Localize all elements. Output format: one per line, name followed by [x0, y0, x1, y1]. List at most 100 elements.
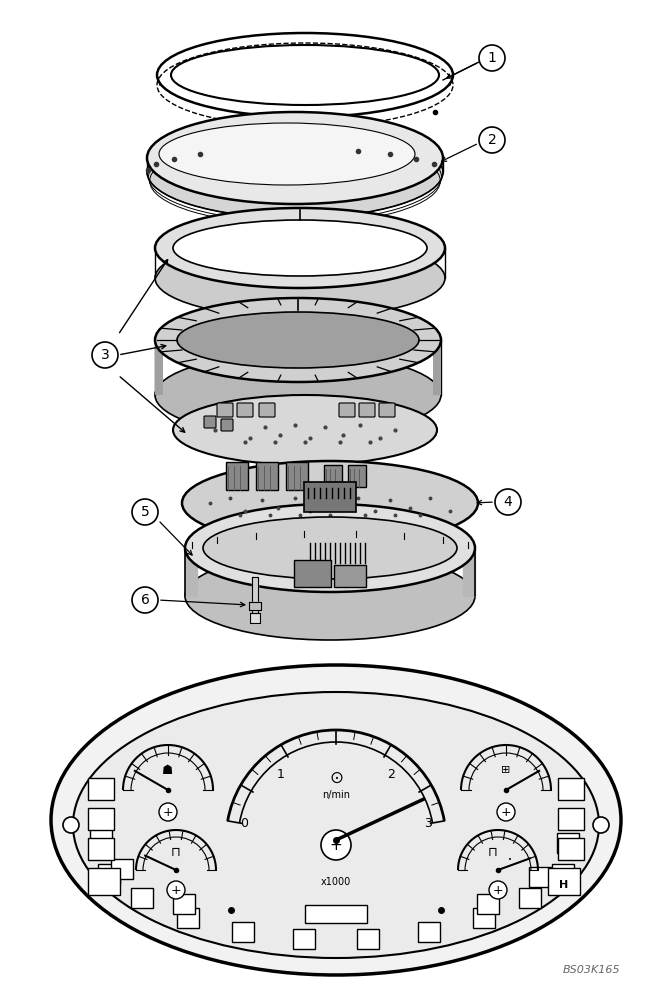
Ellipse shape: [185, 504, 475, 592]
Circle shape: [495, 489, 521, 515]
Text: 3: 3: [101, 348, 110, 362]
FancyBboxPatch shape: [221, 419, 233, 431]
FancyBboxPatch shape: [90, 824, 112, 844]
FancyBboxPatch shape: [473, 908, 495, 928]
Text: 1: 1: [488, 51, 497, 65]
FancyBboxPatch shape: [286, 462, 308, 490]
Circle shape: [159, 803, 177, 821]
Circle shape: [63, 817, 79, 833]
FancyBboxPatch shape: [88, 778, 114, 800]
Text: 5: 5: [140, 505, 149, 519]
Polygon shape: [463, 548, 475, 596]
Ellipse shape: [155, 353, 441, 437]
Text: 0: 0: [240, 817, 248, 830]
FancyBboxPatch shape: [88, 808, 114, 830]
Ellipse shape: [171, 45, 439, 105]
Text: n/min: n/min: [322, 790, 350, 800]
Polygon shape: [249, 602, 261, 610]
FancyBboxPatch shape: [88, 838, 114, 860]
Text: 1: 1: [277, 768, 285, 781]
Ellipse shape: [155, 208, 445, 288]
Text: ⊓: ⊓: [488, 846, 498, 858]
FancyBboxPatch shape: [558, 838, 584, 860]
Text: BS03K165: BS03K165: [562, 965, 620, 975]
Text: 4: 4: [503, 495, 512, 509]
FancyBboxPatch shape: [131, 888, 153, 908]
FancyBboxPatch shape: [237, 403, 253, 417]
Text: H: H: [559, 880, 569, 890]
FancyBboxPatch shape: [88, 868, 120, 895]
Ellipse shape: [173, 220, 427, 276]
FancyBboxPatch shape: [324, 465, 342, 487]
Text: ☗: ☗: [163, 764, 173, 776]
FancyBboxPatch shape: [259, 403, 275, 417]
FancyBboxPatch shape: [97, 864, 120, 884]
Ellipse shape: [182, 461, 478, 545]
Text: 2: 2: [488, 133, 497, 147]
Polygon shape: [155, 340, 163, 395]
FancyBboxPatch shape: [418, 922, 439, 942]
Circle shape: [321, 830, 351, 860]
Polygon shape: [250, 613, 260, 623]
Circle shape: [479, 127, 505, 153]
FancyBboxPatch shape: [305, 905, 367, 923]
Ellipse shape: [157, 33, 453, 117]
Text: •: •: [508, 857, 512, 863]
Text: x1000: x1000: [321, 877, 351, 887]
Circle shape: [593, 817, 609, 833]
Polygon shape: [433, 340, 441, 395]
FancyBboxPatch shape: [519, 888, 541, 908]
Text: 3: 3: [424, 817, 432, 830]
Ellipse shape: [185, 552, 475, 640]
FancyBboxPatch shape: [334, 565, 366, 587]
FancyBboxPatch shape: [294, 929, 315, 949]
Polygon shape: [252, 577, 258, 613]
FancyBboxPatch shape: [204, 416, 216, 428]
FancyBboxPatch shape: [558, 778, 584, 800]
Ellipse shape: [147, 126, 443, 218]
Ellipse shape: [173, 395, 437, 465]
Ellipse shape: [177, 312, 419, 368]
Circle shape: [167, 881, 185, 899]
Circle shape: [92, 342, 118, 368]
Text: ⊓: ⊓: [171, 846, 181, 858]
FancyBboxPatch shape: [226, 462, 248, 490]
FancyBboxPatch shape: [177, 908, 199, 928]
FancyBboxPatch shape: [111, 859, 133, 879]
FancyBboxPatch shape: [357, 929, 378, 949]
Text: +: +: [163, 806, 173, 818]
Circle shape: [132, 587, 158, 613]
FancyBboxPatch shape: [548, 868, 580, 895]
Ellipse shape: [73, 692, 599, 958]
Circle shape: [132, 499, 158, 525]
Text: +: +: [171, 884, 181, 896]
FancyBboxPatch shape: [294, 560, 331, 587]
FancyBboxPatch shape: [379, 403, 395, 417]
Text: +: +: [501, 806, 511, 818]
Text: +: +: [330, 838, 342, 852]
Text: 2: 2: [387, 768, 395, 781]
Ellipse shape: [155, 298, 441, 382]
Circle shape: [489, 881, 507, 899]
Ellipse shape: [159, 123, 415, 185]
FancyBboxPatch shape: [552, 864, 575, 884]
Polygon shape: [185, 548, 197, 596]
FancyBboxPatch shape: [530, 866, 552, 886]
FancyBboxPatch shape: [348, 465, 366, 487]
FancyBboxPatch shape: [339, 403, 355, 417]
FancyBboxPatch shape: [233, 922, 254, 942]
FancyBboxPatch shape: [256, 462, 278, 490]
Ellipse shape: [155, 238, 445, 318]
FancyBboxPatch shape: [558, 808, 584, 830]
Circle shape: [497, 803, 515, 821]
FancyBboxPatch shape: [173, 894, 196, 914]
Text: ⊞: ⊞: [501, 765, 511, 775]
Text: 6: 6: [140, 593, 149, 607]
Text: ⊙: ⊙: [329, 769, 343, 787]
Ellipse shape: [51, 665, 621, 975]
FancyBboxPatch shape: [304, 482, 356, 512]
FancyBboxPatch shape: [476, 894, 499, 914]
FancyBboxPatch shape: [557, 833, 579, 853]
FancyBboxPatch shape: [217, 403, 233, 417]
Text: +: +: [493, 884, 503, 896]
